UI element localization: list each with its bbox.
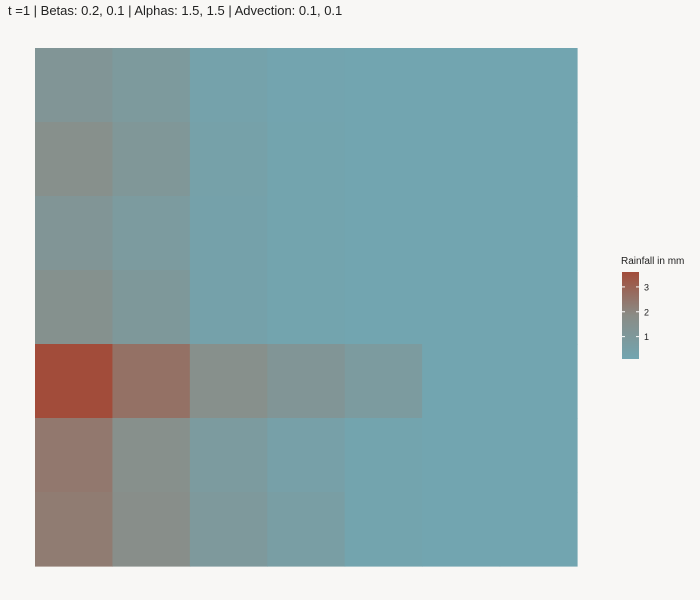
heatmap-cell	[189, 344, 268, 419]
heatmap-cell	[267, 344, 346, 419]
legend-tick-label: 3	[644, 282, 649, 292]
heatmap-cell	[344, 48, 423, 123]
heatmap-cell	[499, 492, 578, 567]
heatmap-cell	[112, 122, 191, 197]
heatmap-cell	[422, 344, 501, 419]
heatmap-cell	[189, 196, 268, 271]
heatmap-cell	[422, 48, 501, 123]
heatmap-cell	[499, 344, 578, 419]
heatmap-cell	[344, 418, 423, 493]
heatmap-cell	[112, 344, 191, 419]
heatmap-cell	[112, 492, 191, 567]
heatmap-cell	[112, 196, 191, 271]
legend-title: Rainfall in mm	[621, 256, 685, 267]
heatmap-cell	[422, 270, 501, 345]
heatmap-cell	[35, 492, 114, 567]
heatmap-cell	[344, 196, 423, 271]
heatmap-cell	[189, 270, 268, 345]
heatmap-cell	[499, 270, 578, 345]
heatmap-cells	[35, 48, 578, 567]
heatmap-cell	[267, 196, 346, 271]
heatmap-cell	[112, 48, 191, 123]
heatmap-cell	[344, 270, 423, 345]
heatmap-cell	[422, 122, 501, 197]
heatmap-cell	[189, 492, 268, 567]
heatmap-cell	[344, 122, 423, 197]
heatmap-cell	[344, 492, 423, 567]
heatmap-cell	[267, 48, 346, 123]
heatmap-cell	[35, 418, 114, 493]
heatmap-cell	[267, 492, 346, 567]
heatmap-cell	[344, 344, 423, 419]
heatmap-cell	[35, 122, 114, 197]
heatmap-cell	[189, 418, 268, 493]
heatmap-cell	[35, 344, 114, 419]
heatmap-cell	[499, 48, 578, 123]
heatmap-cell	[35, 48, 114, 123]
heatmap-cell	[499, 418, 578, 493]
legend-tick-label: 2	[644, 307, 649, 317]
heatmap-cell	[267, 418, 346, 493]
heatmap-cell	[499, 196, 578, 271]
heatmap-cell	[35, 270, 114, 345]
heatmap-cell	[189, 48, 268, 123]
heatmap-cell	[189, 122, 268, 197]
chart-title: t =1 | Betas: 0.2, 0.1 | Alphas: 1.5, 1.…	[8, 3, 343, 18]
heatmap-cell	[499, 122, 578, 197]
legend-ticks: 1 2 3	[622, 282, 649, 342]
heatmap-cell	[267, 270, 346, 345]
heatmap-cell	[112, 418, 191, 493]
heatmap-cell	[422, 492, 501, 567]
heatmap-cell	[422, 418, 501, 493]
legend-tick-label: 1	[644, 332, 649, 342]
heatmap-cell	[112, 270, 191, 345]
heatmap-cell	[35, 196, 114, 271]
heatmap-cell	[422, 196, 501, 271]
legend-gradient	[622, 272, 639, 359]
heatmap-cell	[267, 122, 346, 197]
